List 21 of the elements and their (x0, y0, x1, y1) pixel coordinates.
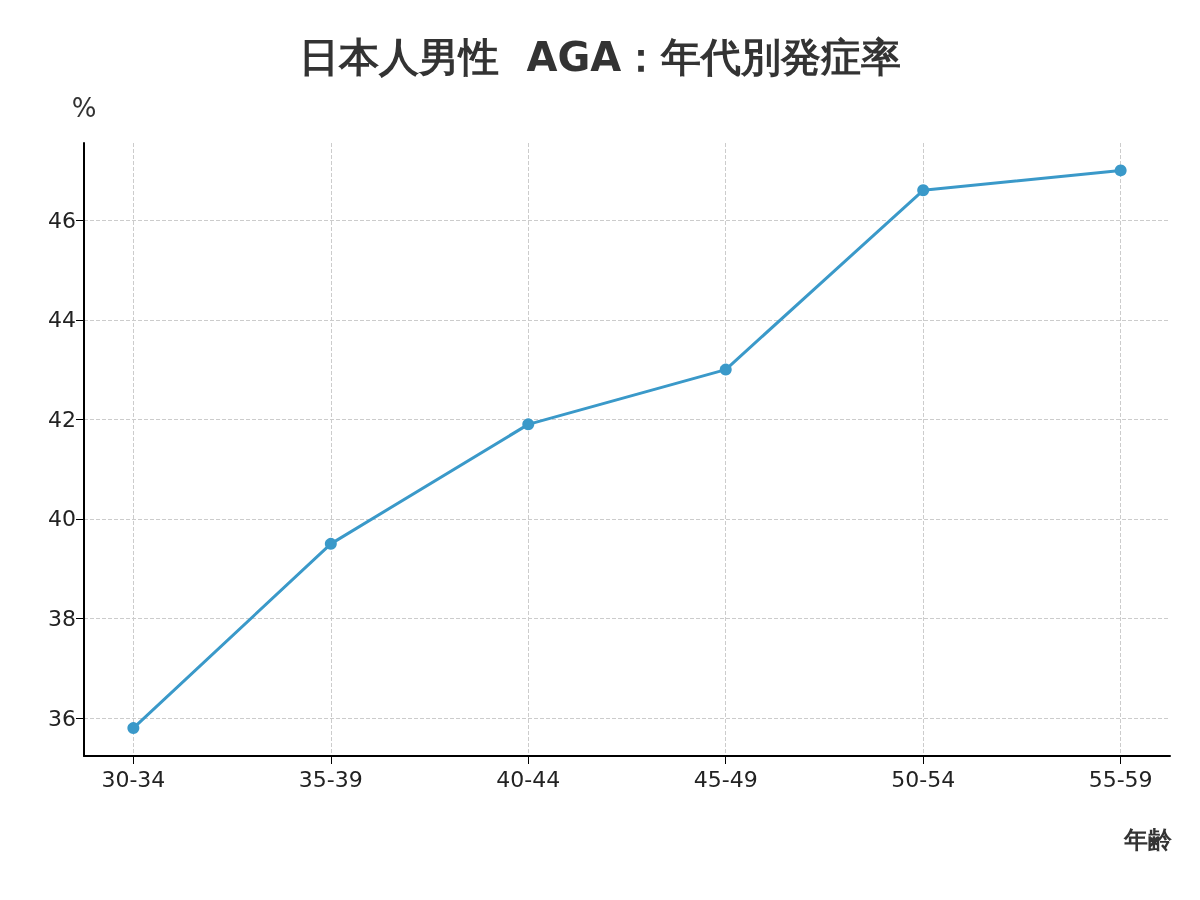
point (127, 722, 140, 735)
y-axis-title: % (71, 93, 97, 123)
y-tick-label: 40 (48, 506, 76, 532)
y-tick-label: 42 (48, 406, 76, 432)
x-tick-label: 40-44 (496, 766, 561, 792)
y-tick-label: 46 (48, 207, 76, 233)
y-tick-label: 36 (48, 705, 76, 731)
point (522, 418, 535, 431)
x-axis-title: 年齢 (1123, 826, 1173, 854)
x-tick-label: 30-34 (101, 766, 166, 792)
x-tick-label: 50-54 (891, 766, 956, 792)
point (324, 537, 337, 550)
y-tick-label: 38 (48, 606, 76, 632)
x-tick-label: 55-59 (1088, 766, 1153, 792)
y-tick-label: 44 (48, 307, 76, 333)
point (917, 184, 930, 197)
chart-title: 日本人男性 AGA：年代別発症率 (298, 34, 902, 80)
x-tick-label: 45-49 (693, 766, 758, 792)
point (1114, 164, 1127, 177)
point (719, 363, 732, 376)
x-tick-label: 35-39 (298, 766, 363, 792)
